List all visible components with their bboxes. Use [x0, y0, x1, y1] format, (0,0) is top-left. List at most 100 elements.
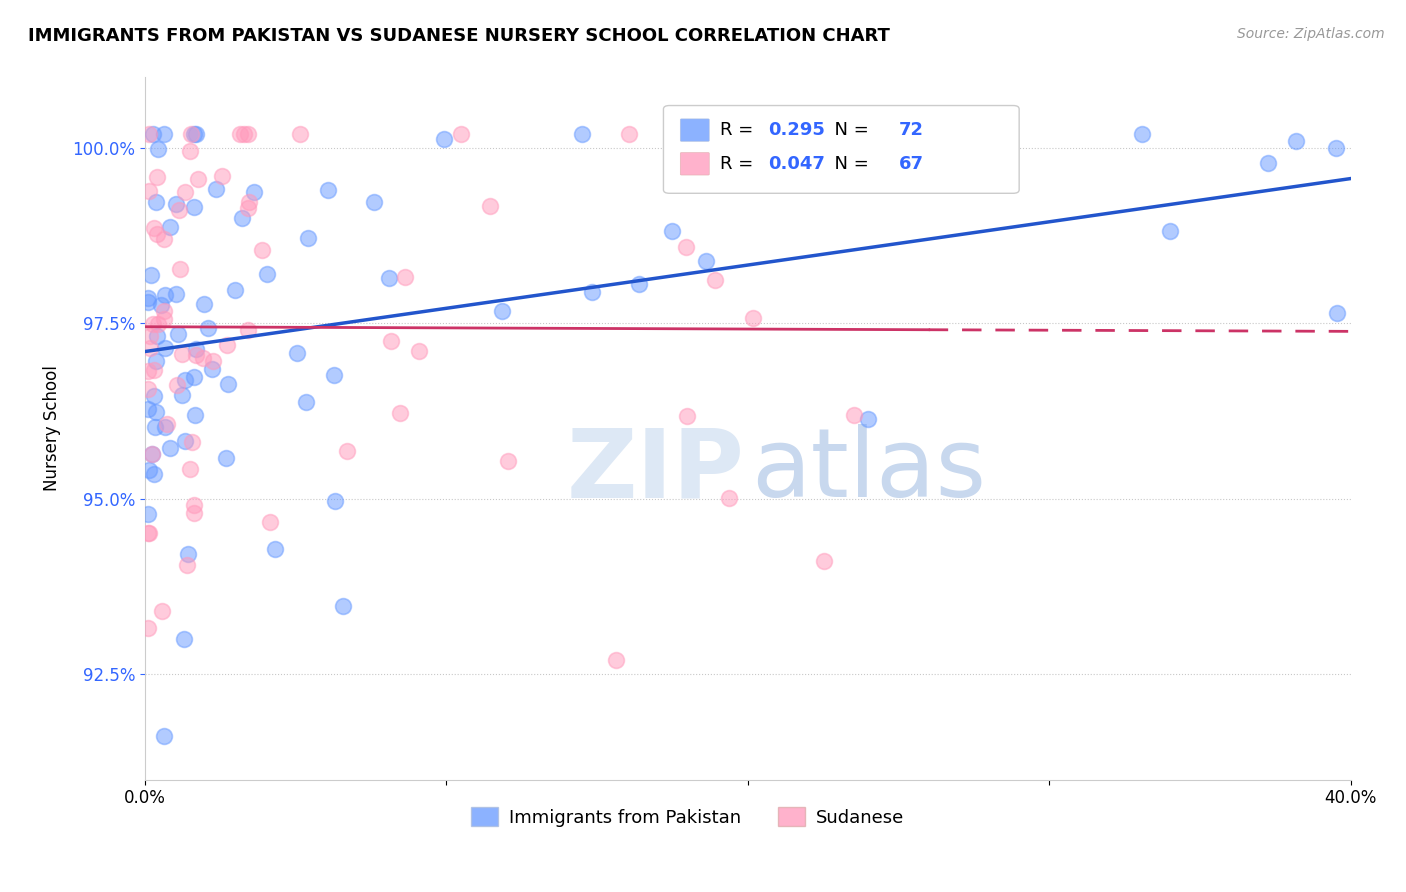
Point: [285, 346, 308, 360]
Point: [238, 323, 260, 337]
Text: 0.047: 0.047: [768, 155, 825, 173]
Point: [1326, 306, 1348, 320]
Point: [153, 311, 176, 326]
Point: [323, 493, 346, 508]
Point: [173, 632, 195, 647]
Point: [243, 185, 266, 199]
Point: [159, 441, 181, 455]
Point: [138, 525, 160, 540]
Point: [141, 447, 163, 461]
Point: [136, 526, 159, 541]
Point: [450, 127, 472, 141]
Point: [136, 508, 159, 522]
Point: [1324, 141, 1347, 155]
FancyBboxPatch shape: [681, 153, 709, 175]
Point: [145, 227, 167, 242]
Text: R =: R =: [720, 155, 759, 173]
Point: [183, 370, 205, 384]
Point: [408, 344, 430, 359]
Point: [394, 270, 416, 285]
Point: [150, 298, 173, 312]
Text: atlas: atlas: [751, 425, 987, 517]
Text: ZIP: ZIP: [567, 425, 744, 517]
Point: [605, 653, 627, 667]
Point: [138, 463, 160, 477]
Point: [201, 362, 224, 376]
Point: [718, 491, 741, 506]
Point: [169, 262, 191, 277]
Point: [138, 127, 160, 141]
Point: [581, 285, 603, 299]
Point: [491, 303, 513, 318]
Point: [136, 621, 159, 635]
Point: [165, 197, 187, 211]
Point: [259, 515, 281, 529]
Point: [177, 547, 200, 561]
Point: [619, 127, 641, 141]
Point: [156, 417, 179, 431]
Text: 72: 72: [898, 121, 924, 139]
Point: [183, 127, 205, 141]
Point: [142, 317, 165, 331]
Text: Source: ZipAtlas.com: Source: ZipAtlas.com: [1237, 27, 1385, 41]
Point: [898, 144, 921, 158]
Point: [858, 412, 880, 426]
Point: [183, 506, 205, 520]
Point: [174, 185, 197, 199]
Point: [152, 127, 174, 141]
Point: [742, 311, 765, 326]
Point: [146, 143, 169, 157]
Point: [336, 443, 359, 458]
Point: [179, 462, 201, 476]
Point: [136, 401, 159, 416]
Point: [236, 201, 259, 215]
Point: [179, 144, 201, 158]
Point: [180, 127, 202, 141]
Point: [136, 292, 159, 306]
Point: [1257, 156, 1279, 170]
Point: [675, 240, 697, 254]
Point: [238, 194, 260, 209]
Point: [1285, 134, 1308, 148]
Point: [167, 326, 190, 341]
Point: [316, 183, 339, 197]
Point: [155, 341, 177, 355]
Point: [183, 498, 205, 512]
Point: [152, 603, 174, 617]
Point: [704, 273, 727, 287]
Point: [183, 200, 205, 214]
Point: [142, 221, 165, 235]
Point: [571, 127, 593, 141]
Point: [145, 353, 167, 368]
Point: [202, 353, 225, 368]
Text: IMMIGRANTS FROM PAKISTAN VS SUDANESE NURSERY SCHOOL CORRELATION CHART: IMMIGRANTS FROM PAKISTAN VS SUDANESE NUR…: [28, 27, 890, 45]
Point: [842, 408, 865, 422]
Point: [215, 451, 238, 466]
Point: [142, 127, 165, 141]
Point: [231, 211, 253, 225]
Point: [297, 230, 319, 244]
Point: [186, 343, 208, 357]
Point: [153, 232, 176, 246]
Point: [167, 203, 190, 218]
Point: [184, 348, 207, 362]
Point: [388, 406, 411, 420]
Point: [143, 467, 166, 481]
Point: [627, 277, 650, 291]
Point: [153, 420, 176, 434]
Point: [138, 184, 160, 198]
Point: [290, 127, 312, 141]
Point: [146, 329, 169, 343]
Point: [136, 364, 159, 378]
Point: [136, 382, 159, 396]
Point: [166, 378, 188, 392]
Point: [256, 267, 278, 281]
Point: [184, 408, 207, 422]
Point: [159, 219, 181, 234]
Point: [378, 271, 401, 285]
Point: [145, 194, 167, 209]
Point: [187, 172, 209, 186]
Point: [197, 321, 219, 335]
Point: [496, 453, 519, 467]
Point: [184, 127, 207, 141]
